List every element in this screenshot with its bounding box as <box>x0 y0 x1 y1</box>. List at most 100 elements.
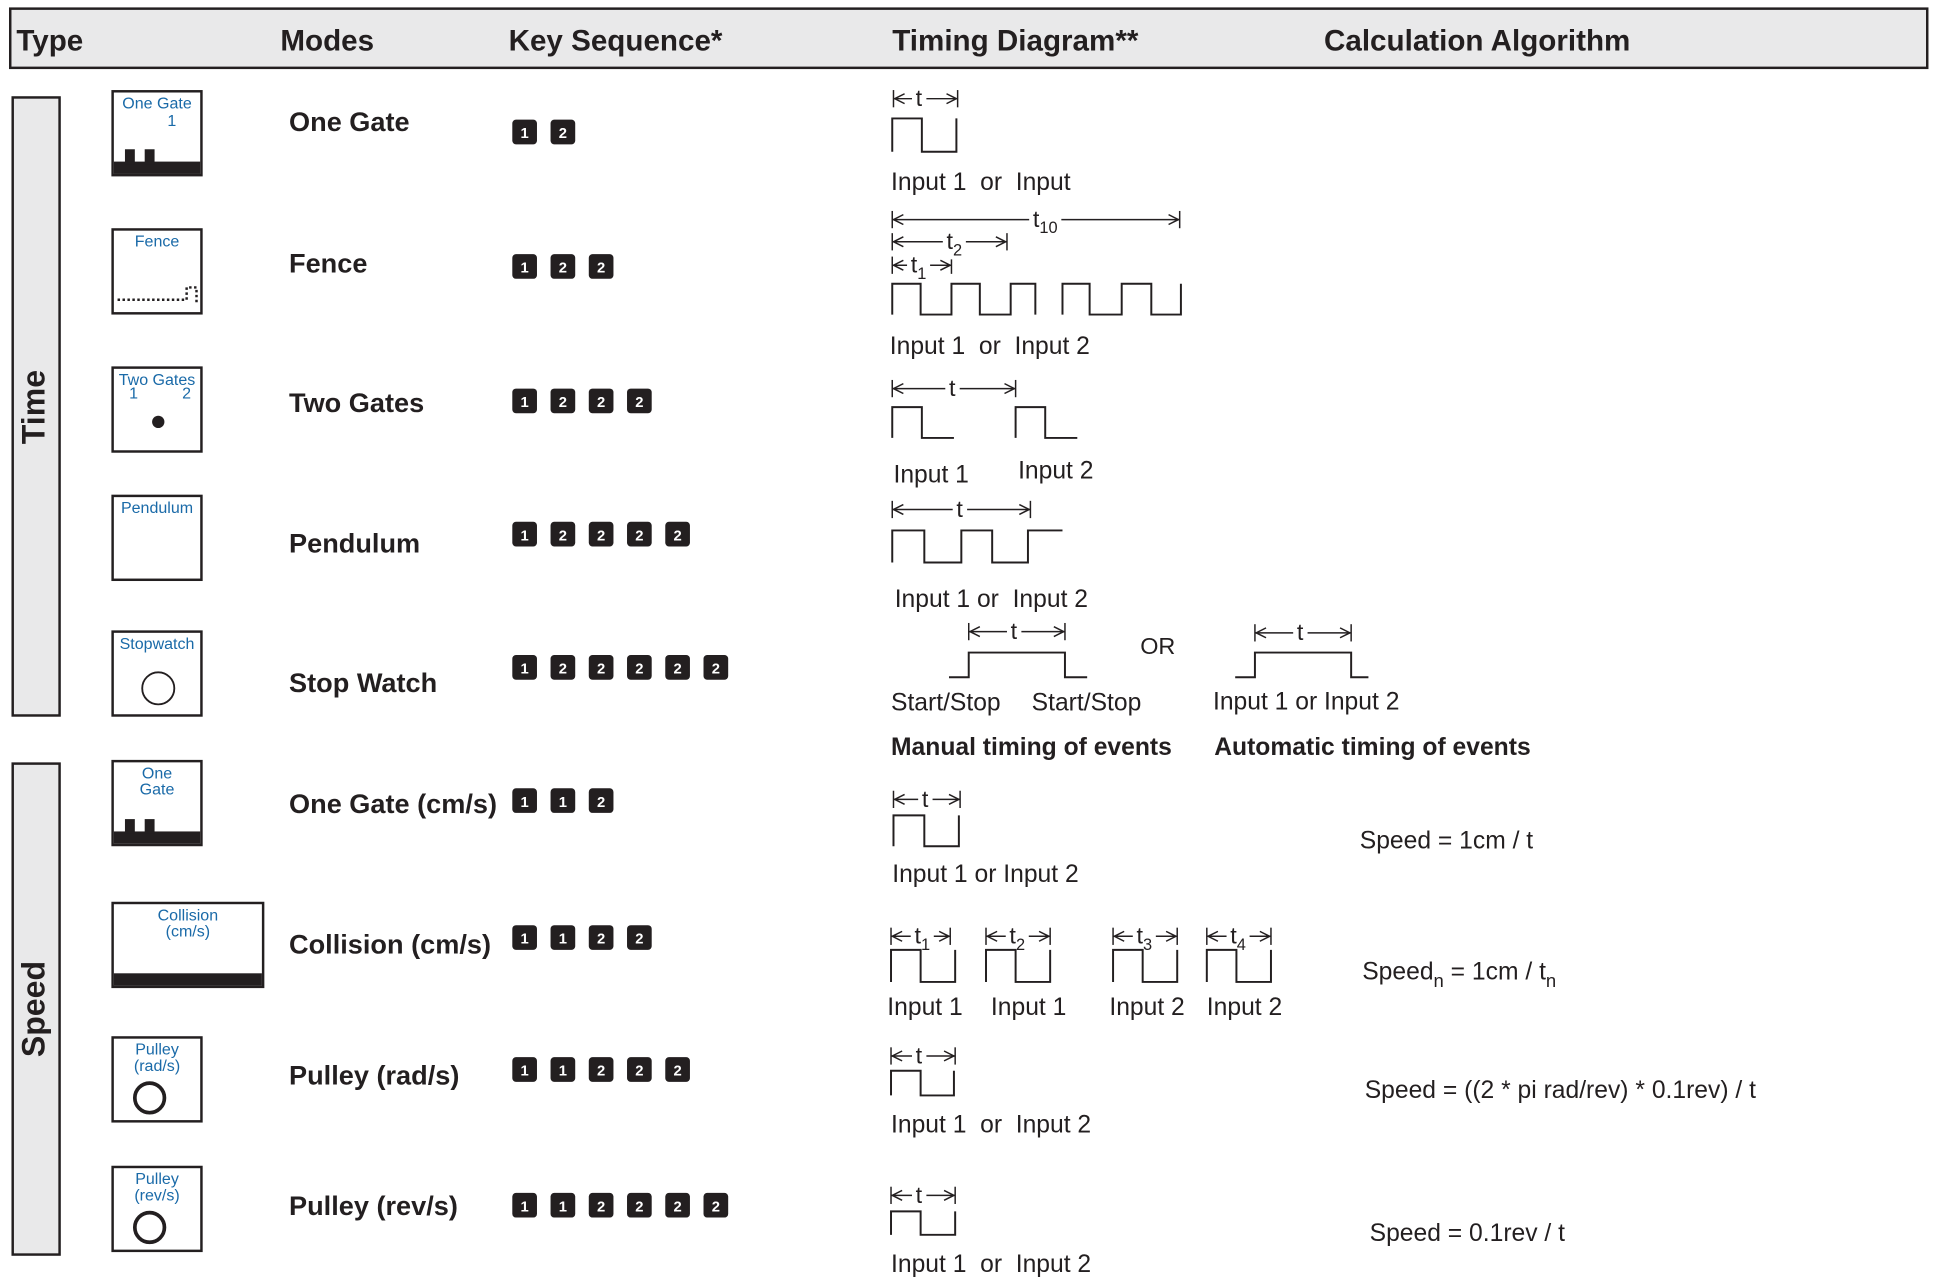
timing-label: t <box>916 85 923 111</box>
arrow-head <box>1254 627 1267 639</box>
waveform <box>891 406 954 439</box>
label-backing <box>942 228 966 260</box>
icon-label: Gate <box>140 780 175 798</box>
label-backing <box>1226 922 1250 954</box>
waveform <box>891 529 1063 564</box>
timing-caption: Input 1 <box>893 461 968 488</box>
waveform <box>985 948 1052 983</box>
key-label: 1 <box>559 1199 567 1215</box>
table-row: Collision(cm/s) Collision (cm/s) 1 1 2 2 t1 t2 t… <box>111 901 1556 1021</box>
icon-fence <box>117 286 198 305</box>
timing-label-main: t <box>1033 206 1040 232</box>
group-label: Speed <box>16 961 52 1057</box>
icon-wheel <box>132 1081 167 1115</box>
key-label: 2 <box>673 1064 681 1080</box>
algorithm-part: Speed <box>1362 958 1433 985</box>
timing-label-main: t <box>1011 618 1018 644</box>
header-cell: Type <box>16 25 83 58</box>
timing-label: t2 <box>947 228 963 259</box>
mode-name: One Gate (cm/s) <box>289 788 497 819</box>
label-backing <box>1005 922 1029 954</box>
key <box>550 655 576 680</box>
timing-caption: Input 2 <box>1018 458 1093 485</box>
label-backing <box>1029 205 1062 238</box>
mode-icon <box>111 759 203 847</box>
icon-label: Two Gates <box>119 371 196 389</box>
key <box>550 119 576 145</box>
key <box>588 925 614 950</box>
arrow-head <box>890 930 903 942</box>
key-label: 2 <box>673 662 681 678</box>
timing-note: Manual timing of events <box>891 734 1172 761</box>
key-label: 1 <box>521 126 529 142</box>
key-label: 1 <box>559 932 567 948</box>
waveform <box>890 1069 955 1097</box>
icon-label: 1 <box>129 384 138 402</box>
waveform <box>1205 948 1272 983</box>
mode-name: Fence <box>289 248 367 279</box>
key <box>588 655 614 680</box>
key-label: 2 <box>559 528 567 544</box>
arrow-head <box>1018 503 1031 516</box>
header-cell: Timing Diagram** <box>892 25 1139 58</box>
timing-label-sub: 2 <box>953 241 962 259</box>
key-label: 2 <box>635 662 643 678</box>
key <box>588 788 614 813</box>
arrow-head <box>891 503 904 516</box>
timing-caption: Input 1 or Input 2 <box>891 1251 1091 1278</box>
icon-label: One <box>142 764 172 782</box>
timing-label-sub: 4 <box>1237 936 1246 954</box>
label-backing <box>1293 619 1308 646</box>
key-label: 2 <box>673 528 681 544</box>
waveform <box>1112 948 1179 983</box>
label-backing <box>1006 618 1022 644</box>
key <box>512 521 537 547</box>
icon-wheel <box>132 1210 167 1245</box>
arrow-head <box>1339 627 1352 639</box>
icon-base <box>113 161 201 174</box>
key-label: 2 <box>559 662 567 678</box>
key-label: 2 <box>597 795 605 811</box>
timing-label: t10 <box>1033 206 1058 237</box>
key <box>627 655 652 680</box>
arrow-head <box>1053 626 1066 638</box>
key-label: 1 <box>521 528 529 544</box>
mode-icon <box>111 494 203 582</box>
algorithm: Speed = 1cm / t <box>1360 828 1534 855</box>
label-backing <box>907 251 931 283</box>
key-label: 2 <box>597 1064 605 1080</box>
timing-label: t <box>1297 619 1304 645</box>
mode-name: Two Gates <box>289 387 424 418</box>
key <box>627 521 652 547</box>
arrow-head <box>985 930 998 942</box>
arrow-head <box>891 236 904 248</box>
timing-label-main: OR <box>1140 633 1175 659</box>
timing-caption: Input 1 or Input <box>891 169 1071 196</box>
waveform <box>891 117 958 153</box>
key <box>588 254 614 279</box>
mode-name: Stop Watch <box>289 667 437 698</box>
icon-label: (rev/s) <box>134 1186 179 1204</box>
key <box>665 655 690 680</box>
key <box>512 1057 537 1082</box>
timing-caption: Input 2 <box>1207 994 1282 1021</box>
timing-caption: Input 1 <box>887 994 962 1021</box>
header-cell: Calculation Algorithm <box>1324 25 1630 58</box>
key <box>550 1057 576 1082</box>
icon-label: Fence <box>135 233 180 251</box>
timing-label: t <box>922 786 929 812</box>
key-label: 2 <box>673 1199 681 1215</box>
timing-caption: Start/Stop <box>891 690 1001 717</box>
key-label: 2 <box>712 1199 720 1215</box>
mode-name: One Gate <box>289 106 410 137</box>
arrow-head <box>948 793 961 805</box>
waveform <box>890 1210 957 1236</box>
key <box>550 788 576 813</box>
timing-caption: Start/Stop <box>1032 690 1142 717</box>
algorithm-part: Speed = 1cm / t <box>1360 828 1534 855</box>
algorithm: Speed = ((2 * pi rad/rev) * 0.1rev) / t <box>1365 1077 1756 1104</box>
table-row: Stopwatch Stop Watch 1 2 2 2 2 2 t OR t Start/Stop S… <box>111 618 1531 761</box>
